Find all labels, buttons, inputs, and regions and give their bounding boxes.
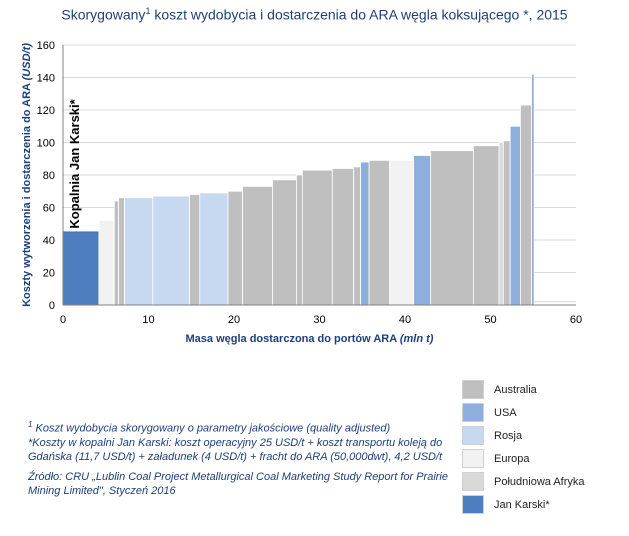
y-tick-label: 80 — [43, 170, 55, 182]
legend-swatch-poludniowa-afryka — [462, 472, 484, 491]
bar-6 — [189, 194, 201, 306]
footnotes: 1 Koszt wydobycia skorygowany o parametr… — [28, 418, 448, 498]
x-axis-title-unit: (mln t) — [400, 333, 434, 345]
title-main: Skorygowany — [61, 6, 146, 23]
y-tick-label: 120 — [37, 105, 55, 117]
bar-2 — [113, 200, 119, 306]
x-axis-title: Masa węgla dostarczona do portów ARA (ml… — [186, 333, 434, 345]
x-tick-label: 0 — [60, 314, 66, 326]
y-axis-title: Koszty wytworzenia i dostarczenia do ARA… — [21, 43, 33, 307]
x-tick-label: 40 — [399, 314, 411, 326]
y-axis-title-unit: (USD/t) — [21, 43, 33, 81]
bar-7 — [199, 192, 229, 306]
legend-swatch-europa — [462, 449, 484, 468]
bar-22 — [502, 140, 511, 306]
x-tick-label: 20 — [228, 314, 240, 326]
bar-25 — [531, 73, 535, 306]
bar-16 — [368, 159, 391, 306]
bar-3 — [118, 197, 125, 306]
legend-item-poludniowa-afryka: Południowa Afryka — [462, 470, 622, 493]
karski-annotation: Kopalnia Jan Karski* — [67, 98, 82, 228]
bar-4 — [124, 197, 154, 306]
chart-title: Skorygowany1 koszt wydobycia i dostarcze… — [0, 6, 629, 23]
bar-18 — [413, 155, 432, 306]
y-tick-label: 40 — [43, 235, 55, 247]
bar-21 — [498, 142, 504, 306]
bar-0 — [62, 231, 100, 306]
legend-item-usa: USA — [462, 401, 622, 424]
y-axis-title-text: Koszty wytworzenia i dostarczenia do ARA — [21, 83, 33, 307]
bar-17 — [389, 159, 414, 306]
bar-11 — [296, 174, 303, 306]
bars-group — [62, 73, 576, 306]
footnote-1: 1 Koszt wydobycia skorygowany o parametr… — [28, 418, 448, 436]
bar-5 — [152, 195, 190, 306]
footnote-1-text: Koszt wydobycia skorygowany o parametry … — [32, 422, 391, 435]
x-tick-label: 60 — [570, 314, 582, 326]
bar-12 — [301, 169, 333, 306]
bar-9 — [242, 185, 273, 306]
x-tick-label: 10 — [142, 314, 154, 326]
legend-label-jan-karski: Jan Karski* — [494, 498, 550, 511]
y-tick-label: 0 — [49, 300, 55, 312]
title-sup: 1 — [145, 6, 151, 16]
bar-14 — [353, 166, 361, 306]
legend-swatch-australia — [462, 380, 484, 399]
legend-label-rosja: Rosja — [494, 429, 523, 442]
bar-23 — [509, 125, 521, 306]
bar-8 — [227, 190, 243, 306]
x-axis-title-text: Masa węgla dostarczona do portów ARA — [186, 333, 398, 345]
x-tick-label: 30 — [313, 314, 325, 326]
source-note: Źródło: CRU „Lublin Coal Project Metallu… — [28, 470, 448, 497]
bar-19 — [430, 150, 474, 306]
axes-group: 0 20 40 60 80 100 120 140 160 0 10 20 30 40 50 60 — [37, 40, 582, 326]
legend-swatch-rosja — [462, 426, 484, 445]
legend: Australia USA Rosja Europa Południowa Af… — [462, 378, 622, 516]
legend-item-europa: Europa — [462, 447, 622, 470]
bar-10 — [272, 179, 297, 306]
cost-curve-chart: 0 20 40 60 80 100 120 140 160 0 10 20 30 40 50 60 Kopal… — [21, 40, 582, 345]
y-tick-label: 100 — [37, 138, 55, 150]
legend-label-usa: USA — [494, 406, 517, 419]
legend-item-rosja: Rosja — [462, 424, 622, 447]
legend-label-europa: Europa — [494, 452, 530, 465]
bar-13 — [331, 168, 355, 306]
footnote-1-sup: 1 — [28, 420, 33, 429]
y-tick-label: 160 — [37, 40, 55, 52]
legend-swatch-usa — [462, 403, 484, 422]
legend-swatch-jan-karski — [462, 495, 484, 514]
bar-24 — [520, 104, 532, 306]
x-tick-label: 50 — [484, 314, 496, 326]
title-rest: koszt wydobycia i dostarczenia do ARA wę… — [150, 6, 568, 23]
legend-item-australia: Australia — [462, 378, 622, 401]
legend-label-poludniowa-afryka: Południowa Afryka — [494, 475, 585, 488]
bar-1 — [98, 220, 115, 306]
y-tick-label: 60 — [43, 203, 55, 215]
bar-20 — [472, 145, 500, 306]
y-tick-label: 140 — [37, 73, 55, 85]
legend-item-jan-karski: Jan Karski* — [462, 493, 622, 516]
footnote-2: *Koszty w kopalni Jan Karski: koszt oper… — [28, 436, 443, 463]
y-tick-label: 20 — [43, 268, 55, 280]
legend-label-australia: Australia — [494, 383, 537, 396]
bar-15 — [360, 161, 370, 306]
